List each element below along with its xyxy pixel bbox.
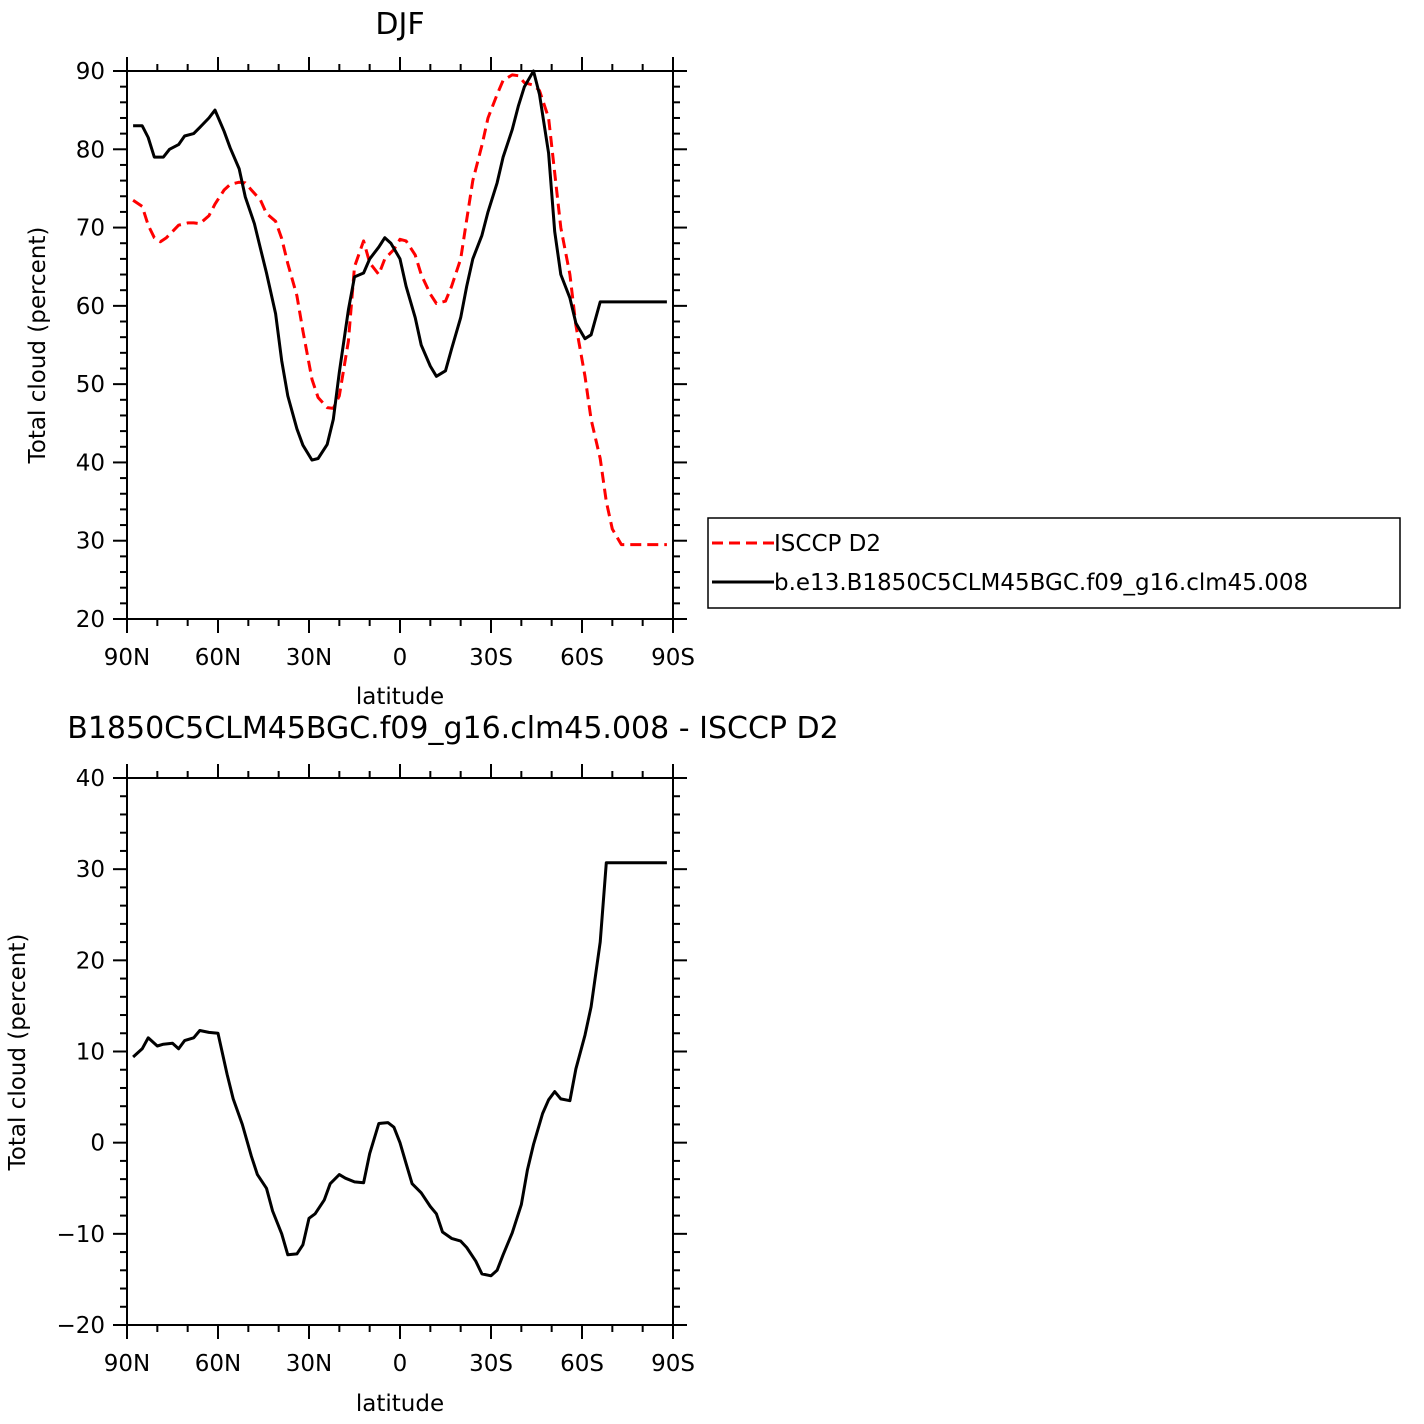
- y-tick-label: 70: [76, 216, 105, 242]
- x-tick-label: 0: [393, 1351, 408, 1377]
- y-tick-label: 30: [76, 857, 105, 883]
- chart-title: DJF: [375, 7, 424, 42]
- x-tick-label: 60N: [195, 645, 241, 671]
- y-tick-label: 80: [76, 137, 105, 163]
- x-axis-title: latitude: [356, 684, 444, 710]
- x-tick-label: 30S: [469, 645, 513, 671]
- y-tick-label: 10: [76, 1040, 105, 1066]
- x-tick-label: 90N: [104, 645, 150, 671]
- series-line-difference: [132, 861, 667, 1278]
- y-tick-label: −20: [56, 1313, 105, 1339]
- legend-box: [707, 517, 1401, 609]
- x-tick-label: 90S: [651, 1351, 695, 1377]
- series-group: [132, 861, 667, 1278]
- x-tick-label: 30S: [469, 1351, 513, 1377]
- legend-label-isccp: ISCCP D2: [774, 531, 881, 557]
- axis-ticks: [113, 57, 687, 633]
- y-axis-title: Total cloud (percent): [25, 227, 51, 465]
- x-tick-label: 90S: [651, 645, 695, 671]
- y-axis-title: Total cloud (percent): [5, 934, 31, 1172]
- axis-ticks: [113, 764, 687, 1339]
- x-tick-labels: 90N 60N 30N 0 30S 60S 90S: [104, 645, 695, 671]
- y-tick-label: 30: [76, 529, 105, 555]
- legend: ISCCP D2 b.e13.B1850C5CLM45BGC.f09_g16.c…: [707, 517, 1401, 609]
- panel-bottom: B1850C5CLM45BGC.f09_g16.clm45.008 - ISCC…: [5, 711, 839, 1417]
- y-tick-label: 40: [76, 766, 105, 792]
- x-tick-label: 60S: [560, 1351, 604, 1377]
- legend-label-model: b.e13.B1850C5CLM45BGC.f09_g16.clm45.008: [774, 570, 1308, 596]
- x-tick-label: 30N: [286, 645, 332, 671]
- plot-frame: [126, 777, 674, 1326]
- y-tick-label: 60: [76, 294, 105, 320]
- x-tick-label: 60N: [195, 1351, 241, 1377]
- chart-title: B1850C5CLM45BGC.f09_g16.clm45.008 - ISCC…: [67, 711, 838, 746]
- plot-frame: [126, 70, 674, 620]
- series-line-model: [133, 69, 667, 462]
- x-tick-label: 60S: [560, 645, 604, 671]
- y-tick-labels: −20 −10 0 10 20 30 40: [56, 766, 105, 1339]
- panel-top: DJF 20 30 40 50 60 70 80 90 90N 60N 30N 0 30S 60S 90S…: [25, 7, 1401, 710]
- series-line-isccp: [132, 73, 667, 547]
- y-tick-label: 90: [76, 59, 105, 85]
- x-tick-label: 90N: [104, 1351, 150, 1377]
- y-tick-label: 50: [76, 372, 105, 398]
- x-axis-title: latitude: [356, 1391, 444, 1417]
- y-tick-label: 20: [76, 607, 105, 633]
- x-tick-label: 30N: [286, 1351, 332, 1377]
- x-tick-label: 0: [393, 645, 408, 671]
- y-tick-label: 0: [90, 1131, 105, 1157]
- y-tick-labels: 20 30 40 50 60 70 80 90: [76, 59, 105, 633]
- x-tick-labels: 90N 60N 30N 0 30S 60S 90S: [104, 1351, 695, 1377]
- y-tick-label: −10: [56, 1222, 105, 1248]
- y-tick-label: 40: [76, 450, 105, 476]
- y-tick-label: 20: [76, 948, 105, 974]
- series-group: [132, 69, 667, 547]
